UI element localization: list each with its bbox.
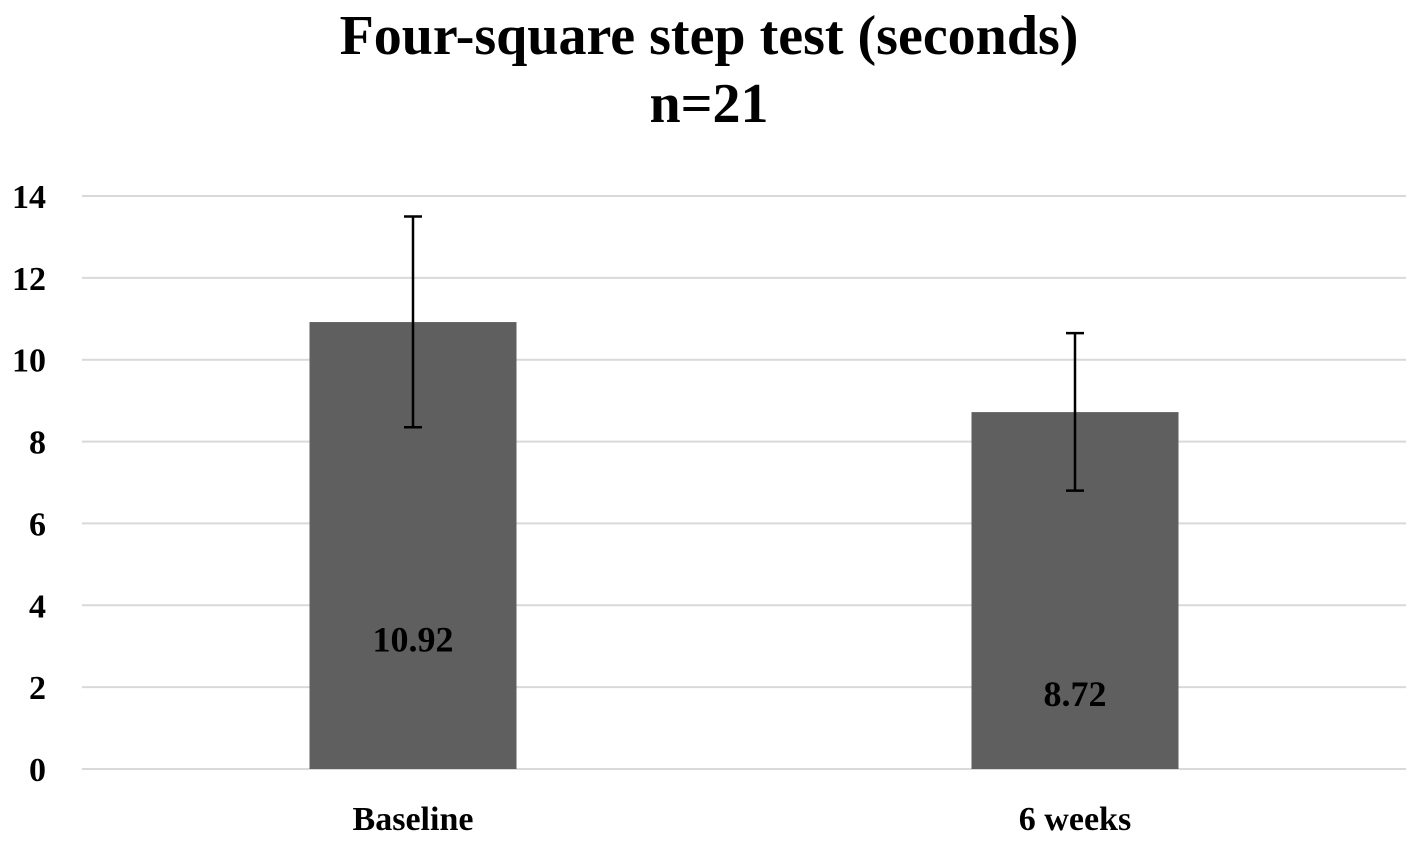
chart-subtitle: n=21 — [649, 73, 769, 135]
y-tick-label-8: 8 — [29, 425, 46, 462]
error-bars — [404, 215, 1084, 492]
y-axis-tick-labels: 0 2 4 6 8 10 12 14 — [12, 179, 46, 789]
y-tick-label-4: 4 — [29, 588, 46, 625]
data-labels: 10.92 8.72 — [373, 619, 1107, 714]
y-tick-label-0: 0 — [29, 752, 46, 789]
y-tick-label-14: 14 — [12, 179, 46, 216]
grid-lines — [82, 195, 1406, 770]
chart-title: Four-square step test (seconds) — [339, 5, 1079, 67]
data-label-6-weeks: 8.72 — [1044, 674, 1107, 714]
x-category-label-6-weeks: 6 weeks — [1019, 801, 1131, 838]
x-axis-category-labels: Baseline 6 weeks — [353, 801, 1132, 838]
x-category-label-baseline: Baseline — [353, 801, 474, 838]
y-tick-label-6: 6 — [29, 506, 46, 543]
y-tick-label-10: 10 — [12, 343, 46, 380]
y-tick-label-12: 12 — [12, 261, 46, 298]
y-tick-label-2: 2 — [29, 670, 46, 707]
data-label-baseline: 10.92 — [373, 619, 454, 659]
